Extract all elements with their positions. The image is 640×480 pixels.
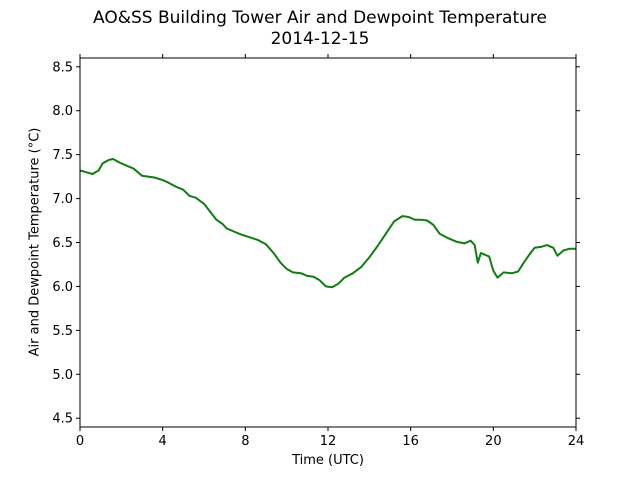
y-tick-label: 6.5 (52, 236, 73, 251)
series-layer (79, 158, 576, 289)
y-tick-label: 6.0 (52, 280, 73, 295)
x-tick-label: 16 (402, 434, 419, 449)
x-tick-label: 0 (76, 434, 84, 449)
x-axis-label: Time (UTC) (292, 453, 364, 468)
x-tick-label: 24 (568, 434, 585, 449)
axis-ticks: 0 4 8 12 16 20 24 4.5 5.0 5.5 6.0 6.5 7.0 7.5 8.0 8.5 (52, 54, 584, 449)
y-axis-label: Air and Dewpoint Temperature (°C) (27, 127, 43, 357)
temperature-line (79, 158, 576, 289)
y-tick-label: 8.0 (52, 104, 73, 119)
y-tick-label: 7.0 (52, 192, 73, 207)
chart-title: AO&SS Building Tower Air and Dewpoint Te… (92, 8, 547, 28)
x-tick-label: 12 (320, 434, 337, 449)
x-tick-label: 20 (485, 434, 502, 449)
y-tick-label: 5.0 (52, 368, 73, 383)
chart-subtitle: 2014-12-15 (270, 29, 370, 49)
y-tick-label: 7.5 (52, 148, 73, 163)
x-tick-label: 8 (241, 434, 249, 449)
plot-frame (79, 57, 577, 428)
x-tick-label: 4 (159, 434, 167, 449)
y-tick-label: 4.5 (52, 412, 73, 427)
y-tick-label: 8.5 (52, 60, 73, 75)
y-tick-label: 5.5 (52, 324, 73, 339)
